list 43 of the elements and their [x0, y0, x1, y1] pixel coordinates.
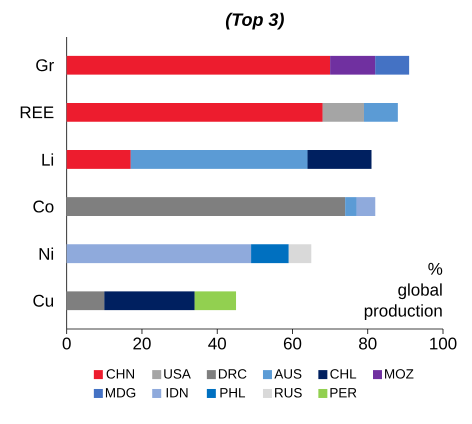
bar — [66, 244, 252, 264]
x-tick-label: 100 — [430, 338, 456, 350]
bar — [345, 197, 356, 216]
bar — [130, 150, 308, 169]
bar — [364, 102, 398, 122]
bar — [308, 150, 372, 169]
bar — [66, 197, 346, 216]
legend-label: MOZ — [385, 369, 414, 379]
y-tick-label: Gr — [36, 59, 54, 72]
legend-label: MDG — [106, 388, 136, 398]
x-tick-label: 0 — [62, 338, 71, 350]
y-tick-label: REE — [20, 106, 54, 118]
bar — [66, 150, 131, 169]
legend-label: PER — [330, 388, 356, 398]
bar — [322, 102, 364, 122]
legend-label: CHL — [330, 369, 356, 379]
legend-label: CHN — [106, 369, 134, 379]
x-tick-label: 20 — [133, 338, 151, 350]
legend-label: USA — [164, 369, 191, 379]
legend-label: IDN — [166, 388, 188, 398]
legend-label: RUS — [275, 388, 302, 398]
legend-label: AUS — [274, 369, 302, 379]
bar — [330, 56, 376, 75]
x-tick-label: 40 — [208, 338, 226, 350]
bar — [251, 244, 289, 264]
legend-label: DRC — [218, 369, 246, 379]
annotation: % global production — [364, 262, 442, 320]
bar — [66, 56, 330, 75]
y-tick-label: Co — [33, 200, 54, 213]
bar — [104, 291, 195, 310]
bar — [66, 291, 104, 310]
y-tick-label: Ni — [40, 248, 54, 260]
y-tick-label: Cu — [33, 294, 54, 307]
legend-label: PHL — [220, 388, 246, 398]
bar — [288, 244, 312, 264]
bar — [194, 291, 236, 310]
bar — [375, 56, 410, 75]
y-tick-label: Li — [42, 153, 54, 166]
bar — [66, 102, 323, 122]
x-tick-label: 60 — [284, 338, 302, 350]
x-tick-label: 80 — [359, 338, 377, 350]
chart-title: (Top 3) — [226, 12, 284, 30]
bar — [356, 197, 376, 216]
